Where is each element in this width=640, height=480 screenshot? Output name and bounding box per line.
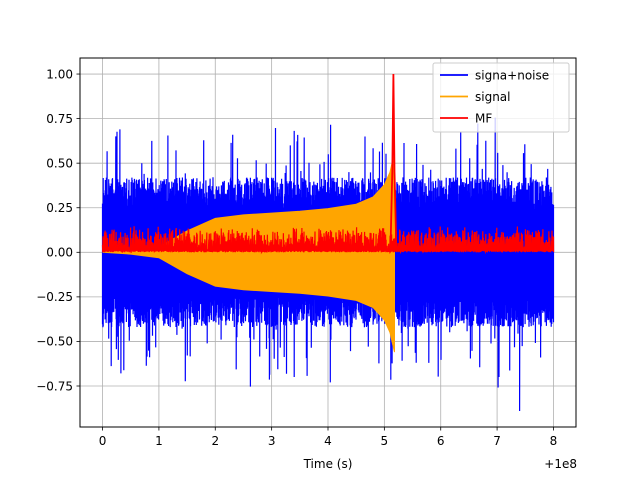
legend-box <box>432 62 570 133</box>
x-offset-label: +1e8 <box>544 457 577 471</box>
y-tick-label: 1.00 <box>46 67 73 81</box>
legend-label: signa+noise <box>475 68 549 82</box>
x-tick-label: 3 <box>268 434 276 448</box>
ticks: 0 1 2 3 4 5 6 7 8 −0.75 −0.50 −0.25 0.00 0.25 0.50 0.75… <box>36 67 557 448</box>
y-tick-label: −0.50 <box>36 335 73 349</box>
y-tick-label: 0.50 <box>46 156 73 170</box>
y-tick-label: 0.00 <box>46 246 73 260</box>
series-mf-peak <box>389 73 398 244</box>
y-tick-label: −0.25 <box>36 290 73 304</box>
y-tick-label: −0.75 <box>36 379 73 393</box>
series-mf-line <box>101 226 555 255</box>
x-tick-label: 7 <box>493 434 501 448</box>
series-signal-area <box>102 152 395 353</box>
y-tick-label: 0.75 <box>46 112 73 126</box>
legend: signa+noise signal MF <box>432 62 570 133</box>
legend-label: MF <box>475 111 492 125</box>
plot-series <box>101 73 555 412</box>
x-tick-label: 8 <box>550 434 558 448</box>
x-tick-label: 0 <box>99 434 107 448</box>
y-tick-label: 0.25 <box>46 201 73 215</box>
x-tick-label: 1 <box>155 434 163 448</box>
x-tick-label: 5 <box>381 434 389 448</box>
x-axis-label: Time (s) <box>303 457 353 471</box>
x-tick-label: 6 <box>437 434 445 448</box>
legend-label: signal <box>475 90 511 104</box>
x-tick-label: 4 <box>324 434 332 448</box>
x-tick-label: 2 <box>211 434 219 448</box>
